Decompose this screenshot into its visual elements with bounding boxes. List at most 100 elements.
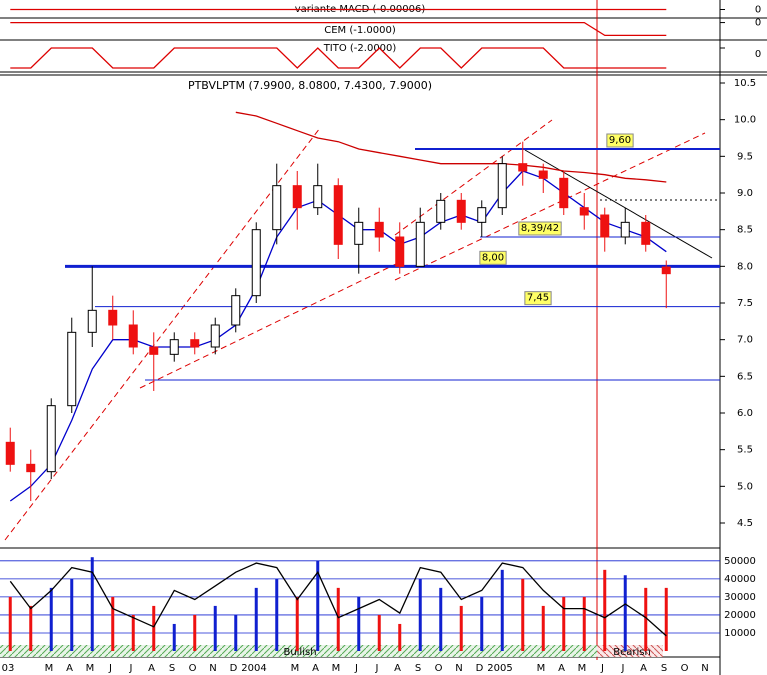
y-tick-label: 8.5 [737,225,753,236]
volume-bar [336,587,340,651]
level-label-box [479,250,507,265]
candle-body [374,221,384,238]
x-tick-label: J [108,663,112,674]
x-tick-label: J [375,663,379,674]
y-tick-label: 30000 [724,592,756,603]
volume-bar [49,587,53,651]
level-label: 9,60 [609,135,631,146]
level-label-box [518,221,562,236]
y-tick-label: 7.0 [737,335,753,346]
candle-body [149,346,159,355]
y-tick-label: 5.5 [737,445,753,456]
x-tick-label: M [578,663,587,674]
candle-body [518,163,528,172]
candle-body [456,199,466,223]
candle-body [661,266,671,275]
level-label: 8,00 [482,252,504,263]
volume-bar [213,605,217,651]
x-tick-label: A [640,663,647,674]
volume-bar [582,596,586,651]
x-tick-label: 03 [2,663,15,674]
x-tick-label: A [148,663,155,674]
candle-body [26,463,36,473]
x-tick-label: J [621,663,625,674]
x-tick-label: M [45,663,54,674]
candle-body [292,185,302,209]
candle-body [128,324,138,348]
level-label: 8,39/42 [521,223,559,234]
volume-bar [275,578,279,651]
volume-bar [541,605,545,651]
candle-body [313,185,323,209]
x-tick-label: D [476,663,484,674]
candle-body [477,207,487,223]
candle-body [395,236,405,267]
candle-body [641,221,651,245]
y-tick-label: 9.5 [737,151,753,162]
candle-body [46,405,56,473]
y-tick-label: 0 [755,49,761,60]
y-tick-label: 10000 [724,628,756,639]
candle-body [67,331,77,407]
candle-body [600,214,610,238]
volume-bar [234,614,238,651]
regime-label: Bearish [613,647,651,658]
volume-bar [623,575,627,651]
candle-body [354,221,364,245]
volume-bar [500,569,504,651]
y-tick-label: 6.5 [737,371,753,382]
regime-label: Bullish [283,647,316,658]
trend-lines [4,119,720,541]
x-tick-label: M [332,663,341,674]
chart-title: PTBVLPTM (7.9900, 8.0800, 7.4300, 7.9000… [188,79,432,92]
candle-body [579,207,589,216]
x-tick-label: O [189,663,197,674]
volume-bar [664,587,668,651]
volume-bar [90,557,94,651]
candle-body [251,229,261,297]
y-tick-label: 5.0 [737,481,753,492]
volume-bar [152,605,156,651]
volume-bar [377,614,381,651]
level-label-box [606,133,634,148]
x-tick-label: J [129,663,133,674]
x-tick-label: N [701,663,708,674]
candle-body [415,221,425,267]
volume-bar [480,596,484,651]
volume-bar [418,578,422,651]
x-tick-label: A [558,663,565,674]
candle-body [272,185,282,231]
y-tick-label: 8.0 [737,261,753,272]
volume-bar [193,614,197,651]
candle-body [169,339,179,355]
y-tick-label: 10.5 [734,78,756,89]
candle-body [231,295,241,326]
x-tick-label: A [312,663,319,674]
candle-body [620,221,630,238]
x-tick-label: S [169,663,175,674]
volume-bar [644,587,648,651]
x-tick-label: M [291,663,300,674]
indicator-title: CEM (-1.0000) [324,25,396,36]
y-tick-label: 0 [755,5,761,16]
volume-bar [316,560,320,651]
level-label: 7,45 [527,293,549,304]
candle-body [190,339,200,348]
volume-bar [357,596,361,651]
x-tick-label: D [230,663,238,674]
volume-bar [562,596,566,651]
x-tick-label: O [435,663,443,674]
candle-body [87,309,97,333]
indicator-line [10,47,667,69]
volume-bar [398,623,402,651]
moving-average [235,111,667,183]
y-tick-label: 4.5 [737,518,753,529]
volume-bar [603,569,607,651]
volume-bar [29,605,33,651]
x-tick-label: M [537,663,546,674]
x-tick-label: S [661,663,667,674]
y-tick-label: 7.5 [737,298,753,309]
x-tick-label: N [455,663,462,674]
